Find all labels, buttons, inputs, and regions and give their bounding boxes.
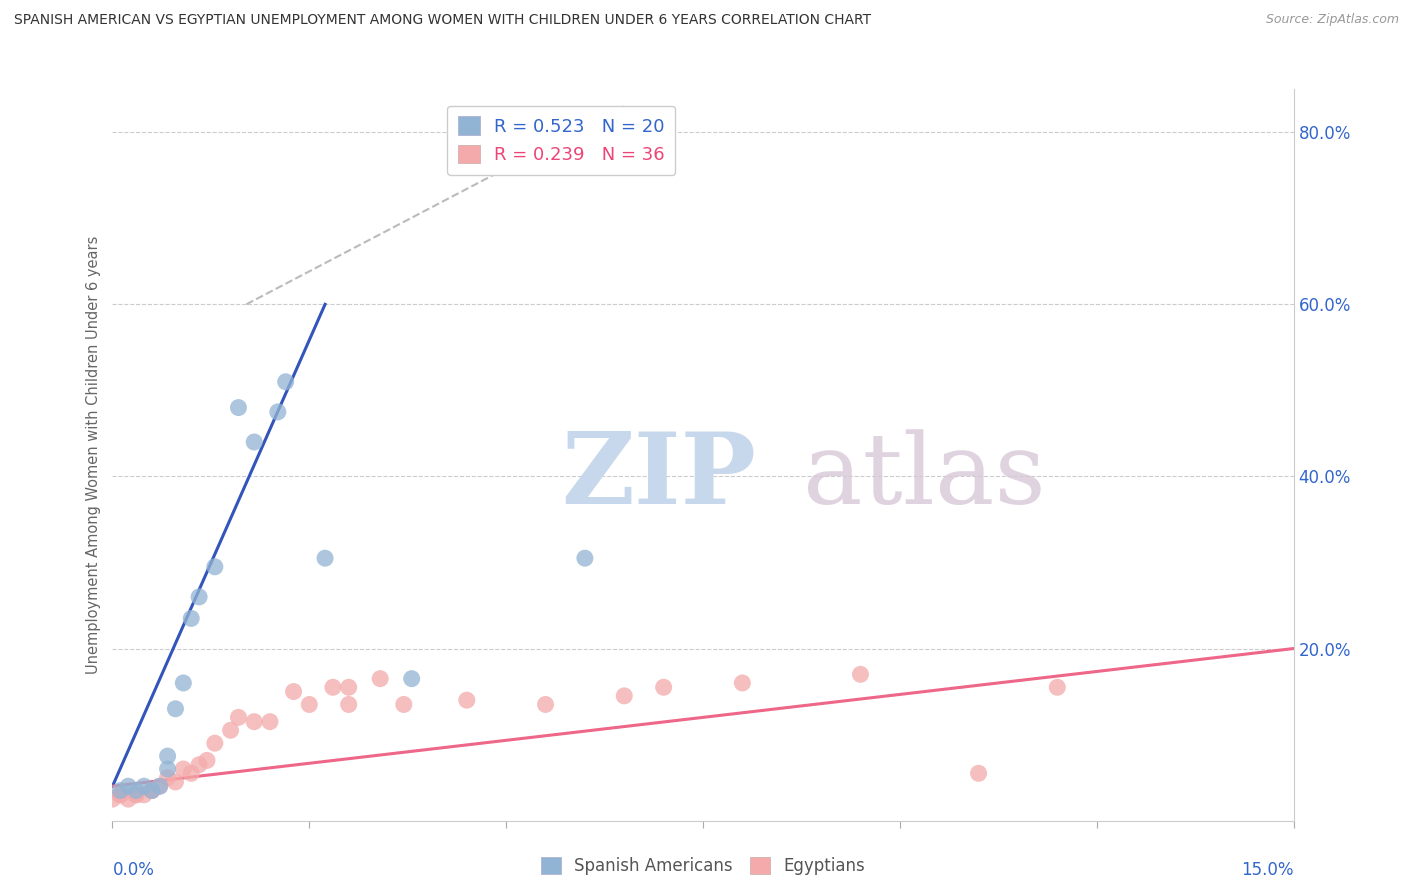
Point xyxy=(110,783,132,797)
Text: 15.0%: 15.0% xyxy=(1241,861,1294,879)
Point xyxy=(392,698,415,712)
Point xyxy=(110,788,132,802)
Point xyxy=(456,693,478,707)
Point xyxy=(401,672,423,686)
Point xyxy=(195,753,218,767)
Point xyxy=(117,779,139,793)
Text: atlas: atlas xyxy=(803,429,1046,524)
Legend: Spanish Americans, Egyptians: Spanish Americans, Egyptians xyxy=(534,850,872,882)
Point xyxy=(228,401,250,415)
Point xyxy=(1046,680,1069,694)
Point xyxy=(165,702,187,716)
Point xyxy=(204,736,226,750)
Point xyxy=(368,672,391,686)
Point xyxy=(156,762,179,776)
Point xyxy=(652,680,675,694)
Point xyxy=(274,375,297,389)
Point xyxy=(228,710,250,724)
Point xyxy=(283,684,305,698)
Point xyxy=(849,667,872,681)
Point xyxy=(156,749,179,764)
Point xyxy=(967,766,990,780)
Text: SPANISH AMERICAN VS EGYPTIAN UNEMPLOYMENT AMONG WOMEN WITH CHILDREN UNDER 6 YEAR: SPANISH AMERICAN VS EGYPTIAN UNEMPLOYMEN… xyxy=(14,13,872,28)
Point xyxy=(188,757,211,772)
Point xyxy=(337,698,360,712)
Point xyxy=(125,788,148,802)
Point xyxy=(337,680,360,694)
Point xyxy=(243,714,266,729)
Point xyxy=(322,680,344,694)
Point xyxy=(180,766,202,780)
Point xyxy=(132,779,155,793)
Point xyxy=(204,559,226,574)
Point xyxy=(243,435,266,450)
Point xyxy=(141,783,163,797)
Point xyxy=(172,676,194,690)
Point xyxy=(219,723,242,738)
Point xyxy=(574,551,596,566)
Point xyxy=(731,676,754,690)
Point xyxy=(188,590,211,604)
Point xyxy=(141,783,163,797)
Point xyxy=(298,698,321,712)
Point xyxy=(259,714,281,729)
Text: ZIP: ZIP xyxy=(561,428,756,525)
Point xyxy=(534,698,557,712)
Point xyxy=(132,788,155,802)
Y-axis label: Unemployment Among Women with Children Under 6 years: Unemployment Among Women with Children U… xyxy=(86,235,101,674)
Point xyxy=(110,788,132,802)
Point xyxy=(156,771,179,785)
Point xyxy=(149,779,172,793)
Point xyxy=(117,792,139,806)
Point xyxy=(165,775,187,789)
Point xyxy=(141,783,163,797)
Point xyxy=(101,792,124,806)
Point xyxy=(125,783,148,797)
Point xyxy=(180,611,202,625)
Text: Source: ZipAtlas.com: Source: ZipAtlas.com xyxy=(1265,13,1399,27)
Text: 0.0%: 0.0% xyxy=(112,861,155,879)
Point xyxy=(314,551,336,566)
Point xyxy=(613,689,636,703)
Point xyxy=(267,405,290,419)
Point xyxy=(125,788,148,802)
Point xyxy=(149,779,172,793)
Point xyxy=(172,762,194,776)
